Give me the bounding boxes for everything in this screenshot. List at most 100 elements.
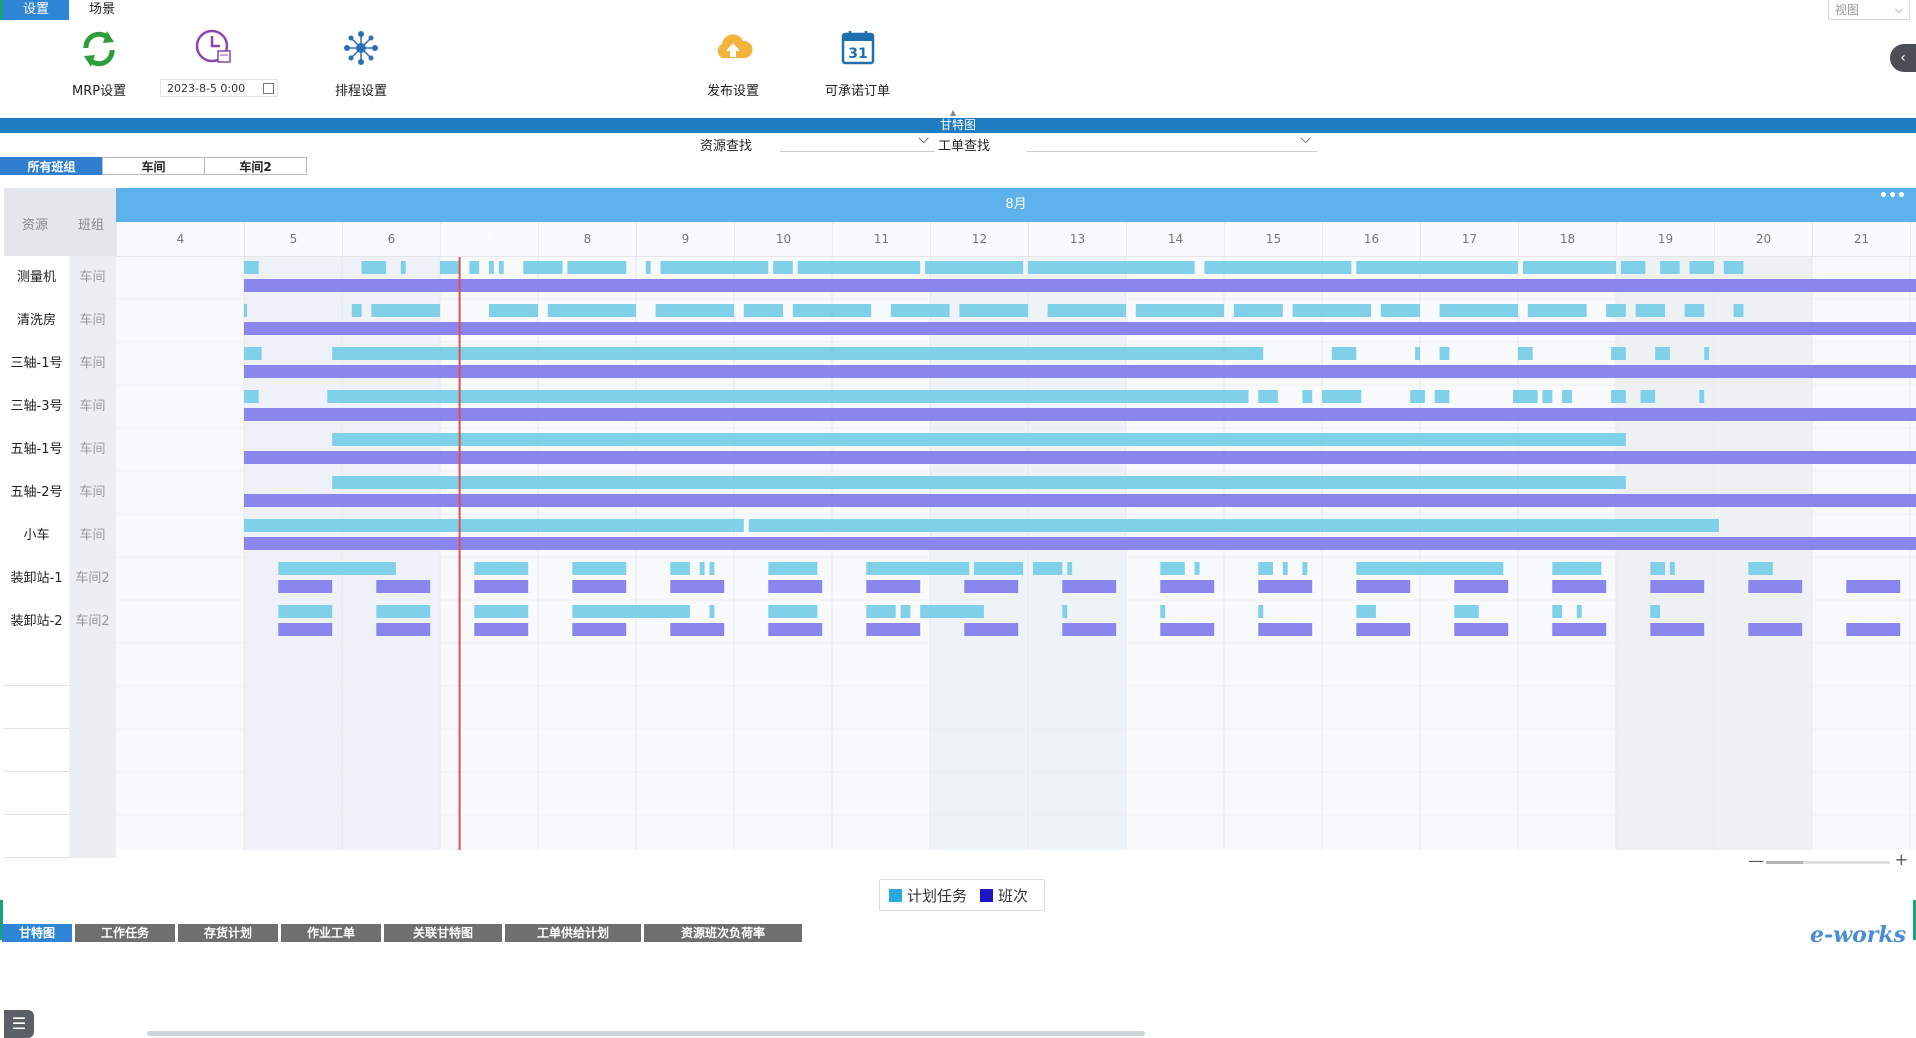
task-bar[interactable]: [1723, 261, 1744, 274]
task-bar[interactable]: [547, 304, 636, 317]
task-bar[interactable]: [1552, 605, 1563, 618]
task-bar[interactable]: [1356, 562, 1420, 575]
task-bar[interactable]: [1552, 562, 1602, 575]
bottom-tab-order-supply-plan[interactable]: 工单供给计划: [505, 924, 641, 942]
bottom-tab-work-tasks[interactable]: 工作任务: [75, 924, 175, 942]
resource-search-select[interactable]: ⌵: [780, 131, 935, 152]
horizontal-scrollbar[interactable]: [147, 1031, 1145, 1036]
shift-bar[interactable]: [1454, 580, 1509, 593]
task-bar[interactable]: [655, 304, 734, 317]
task-bar[interactable]: [1650, 562, 1665, 575]
shift-bar[interactable]: [1454, 623, 1509, 636]
zoom-track[interactable]: [1766, 861, 1890, 864]
task-bar[interactable]: [974, 562, 1024, 575]
task-bar[interactable]: [1454, 605, 1479, 618]
task-bar[interactable]: [1282, 562, 1288, 575]
task-bar[interactable]: [572, 605, 690, 618]
task-bar[interactable]: [1302, 562, 1308, 575]
mrp-settings-button[interactable]: MRP设置: [72, 26, 126, 99]
task-bar[interactable]: [332, 433, 1626, 446]
shift-bar[interactable]: [1846, 580, 1901, 593]
task-bar[interactable]: [572, 562, 627, 575]
view-select[interactable]: 视图 ⌵: [1828, 0, 1910, 20]
resource-row[interactable]: 五轴-1号 车间: [4, 428, 116, 471]
publish-settings-button[interactable]: 发布设置: [707, 26, 759, 99]
shift-bar[interactable]: [1846, 623, 1901, 636]
shift-bar[interactable]: [1650, 623, 1705, 636]
task-bar[interactable]: [1635, 304, 1665, 317]
resource-row[interactable]: 清洗房 车间: [4, 299, 116, 342]
shift-bar[interactable]: [474, 580, 529, 593]
task-bar[interactable]: [332, 347, 1264, 360]
shift-bar[interactable]: [244, 279, 1916, 292]
shift-bar[interactable]: [1258, 623, 1313, 636]
task-bar[interactable]: [709, 605, 715, 618]
task-bar[interactable]: [1513, 390, 1538, 403]
task-bar[interactable]: [523, 261, 563, 274]
task-bar[interactable]: [743, 304, 783, 317]
collapse-panel-button[interactable]: ‹: [1890, 44, 1916, 72]
shift-bar[interactable]: [768, 623, 823, 636]
task-bar[interactable]: [1420, 562, 1504, 575]
task-bar[interactable]: [1518, 347, 1533, 360]
resource-row[interactable]: 三轴-1号 车间: [4, 342, 116, 385]
tab-settings[interactable]: 设置: [3, 0, 70, 20]
task-bar[interactable]: [1748, 562, 1773, 575]
tab-scene[interactable]: 场景: [89, 2, 116, 17]
shift-bar[interactable]: [1748, 623, 1803, 636]
shift-bar[interactable]: [1062, 580, 1117, 593]
task-bar[interactable]: [1160, 562, 1185, 575]
task-bar[interactable]: [866, 562, 970, 575]
task-bar[interactable]: [244, 347, 262, 360]
task-bar[interactable]: [660, 261, 769, 274]
shift-bar[interactable]: [1650, 580, 1705, 593]
task-bar[interactable]: [469, 261, 480, 274]
shift-bar[interactable]: [376, 623, 431, 636]
task-bar[interactable]: [1689, 261, 1715, 274]
shift-bar[interactable]: [670, 623, 725, 636]
task-bar[interactable]: [1655, 347, 1670, 360]
task-bar[interactable]: [332, 476, 1626, 489]
task-bar[interactable]: [1660, 261, 1680, 274]
task-bar[interactable]: [474, 562, 529, 575]
task-bar[interactable]: [1032, 562, 1063, 575]
task-bar[interactable]: [489, 261, 494, 274]
schedule-date-input[interactable]: 2023-8-5 0:00: [160, 79, 278, 97]
shift-bar[interactable]: [866, 623, 921, 636]
task-bar[interactable]: [1699, 390, 1705, 403]
task-bar[interactable]: [768, 605, 818, 618]
shift-bar[interactable]: [1062, 623, 1117, 636]
task-bar[interactable]: [900, 605, 911, 618]
task-bar[interactable]: [1233, 304, 1283, 317]
task-bar[interactable]: [1733, 304, 1744, 317]
task-bar[interactable]: [1356, 261, 1518, 274]
task-bar[interactable]: [1410, 390, 1425, 403]
shift-bar[interactable]: [572, 623, 627, 636]
shift-bar[interactable]: [964, 580, 1019, 593]
task-bar[interactable]: [773, 261, 793, 274]
task-bar[interactable]: [278, 605, 333, 618]
shift-bar[interactable]: [1552, 580, 1607, 593]
task-bar[interactable]: [890, 304, 950, 317]
task-bar[interactable]: [361, 261, 387, 274]
task-bar[interactable]: [1356, 605, 1376, 618]
shift-bar[interactable]: [1258, 580, 1313, 593]
shift-bar[interactable]: [244, 322, 1916, 335]
bottom-tab-gantt[interactable]: 甘特图: [2, 924, 72, 942]
task-bar[interactable]: [1704, 347, 1710, 360]
shift-bar[interactable]: [244, 537, 1916, 550]
task-bar[interactable]: [400, 261, 406, 274]
task-bar[interactable]: [1028, 261, 1195, 274]
task-bar[interactable]: [1439, 304, 1518, 317]
task-bar[interactable]: [925, 261, 1024, 274]
list-toggle-icon[interactable]: ☰: [4, 1010, 34, 1038]
task-bar[interactable]: [244, 304, 247, 317]
bottom-tab-shift-load-rate[interactable]: 资源班次负荷率: [644, 924, 802, 942]
task-bar[interactable]: [1258, 390, 1278, 403]
task-bar[interactable]: [1047, 304, 1126, 317]
task-bar[interactable]: [959, 304, 1028, 317]
task-bar[interactable]: [1669, 562, 1675, 575]
shift-bar[interactable]: [768, 580, 823, 593]
shift-bar[interactable]: [244, 365, 1916, 378]
task-bar[interactable]: [1522, 261, 1616, 274]
